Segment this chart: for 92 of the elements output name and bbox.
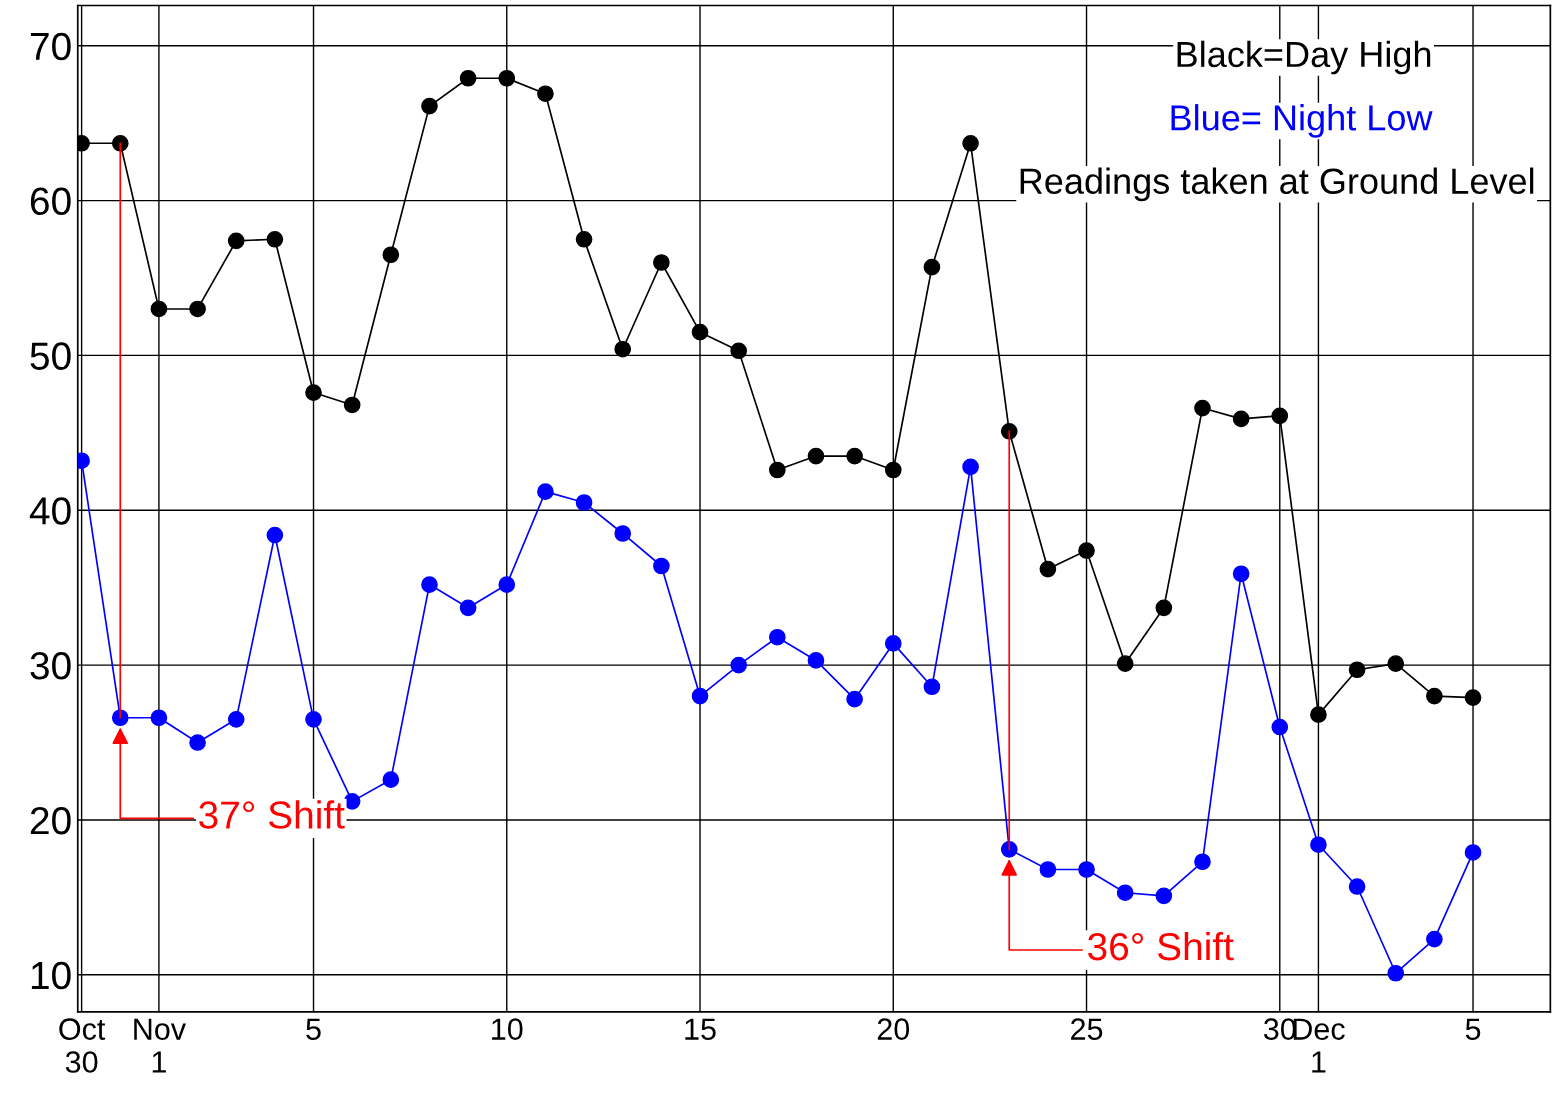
- annotation: 36° Shift: [1088, 931, 1234, 961]
- x-tick-label: 15: [685, 1018, 716, 1040]
- x-tick-label: Nov 1: [134, 1018, 186, 1073]
- x-tick-label: 5: [306, 1018, 321, 1040]
- point: [266, 230, 284, 248]
- point: [1271, 718, 1289, 736]
- y-tick-label: 40: [29, 497, 71, 525]
- point: [150, 300, 168, 318]
- point: [1310, 706, 1327, 723]
- point: [575, 230, 593, 248]
- x-tick-label: 20: [877, 1018, 910, 1040]
- x-tick-label: 10: [492, 1018, 523, 1040]
- point: [305, 384, 322, 401]
- point: [1426, 687, 1443, 705]
- point: [382, 771, 400, 789]
- point: [962, 458, 979, 476]
- point: [730, 342, 748, 360]
- point: [1000, 841, 1018, 858]
- point: [1426, 930, 1443, 948]
- point: [768, 461, 786, 479]
- x-tick-label: 5: [1465, 1018, 1481, 1040]
- point: [1039, 861, 1057, 878]
- point: [459, 599, 477, 617]
- point: [884, 461, 902, 479]
- point: [1348, 878, 1366, 895]
- point: [498, 69, 516, 87]
- point: [923, 258, 941, 276]
- point: [1000, 422, 1018, 440]
- point: [227, 232, 245, 250]
- annotation: Black=Day High: [1177, 40, 1431, 75]
- point: [111, 709, 129, 727]
- point: [691, 323, 709, 341]
- point: [227, 710, 245, 728]
- point: [1232, 410, 1250, 428]
- point: [846, 690, 863, 708]
- point: [1271, 407, 1289, 425]
- point: [1155, 887, 1173, 905]
- point: [614, 525, 632, 542]
- point: [807, 652, 825, 669]
- annotation: Readings taken at Ground Level: [1020, 167, 1534, 202]
- point: [537, 85, 554, 103]
- point: [1310, 836, 1327, 854]
- point: [653, 254, 670, 271]
- point: [537, 483, 554, 501]
- point: [1194, 399, 1211, 417]
- point: [459, 69, 477, 87]
- x-tick-label: 25: [1071, 1018, 1103, 1040]
- point: [1194, 853, 1211, 871]
- point: [575, 494, 593, 511]
- point: [1232, 565, 1250, 583]
- point: [189, 300, 206, 318]
- point: [1039, 560, 1057, 578]
- point: [150, 709, 168, 727]
- y-tick-label: 70: [30, 32, 71, 61]
- point: [807, 447, 825, 465]
- point: [421, 576, 438, 593]
- point: [343, 396, 361, 414]
- point: [421, 97, 438, 115]
- point: [1116, 884, 1134, 902]
- point: [846, 447, 863, 465]
- point: [1078, 861, 1095, 878]
- x-tick-label: Oct 30: [59, 1018, 106, 1073]
- point: [614, 340, 632, 358]
- annotation: 37° Shift: [199, 800, 345, 829]
- point: [730, 656, 748, 674]
- point: [1464, 844, 1482, 861]
- point: [1464, 689, 1482, 706]
- point: [1348, 661, 1366, 679]
- point: [189, 734, 206, 751]
- point: [498, 576, 516, 593]
- y-tick-label: 20: [30, 806, 71, 835]
- point: [768, 628, 786, 646]
- point: [382, 246, 400, 264]
- point: [653, 557, 670, 575]
- y-tick-label: 10: [31, 961, 71, 990]
- y-tick-label: 60: [30, 187, 71, 216]
- point: [962, 134, 979, 152]
- point: [266, 526, 284, 544]
- point: [1116, 655, 1134, 672]
- point: [1155, 599, 1173, 617]
- y-tick-label: 30: [30, 652, 71, 680]
- point: [1387, 964, 1405, 982]
- point: [691, 687, 709, 705]
- point: [111, 134, 129, 152]
- point: [305, 710, 322, 728]
- x-tick-label: Dec 1: [1293, 1018, 1345, 1073]
- point: [923, 678, 941, 696]
- y-tick-label: 50: [30, 342, 71, 370]
- point: [1078, 542, 1095, 559]
- point: [1387, 655, 1405, 672]
- point: [884, 635, 902, 652]
- annotation: Blue= Night Low: [1171, 104, 1433, 138]
